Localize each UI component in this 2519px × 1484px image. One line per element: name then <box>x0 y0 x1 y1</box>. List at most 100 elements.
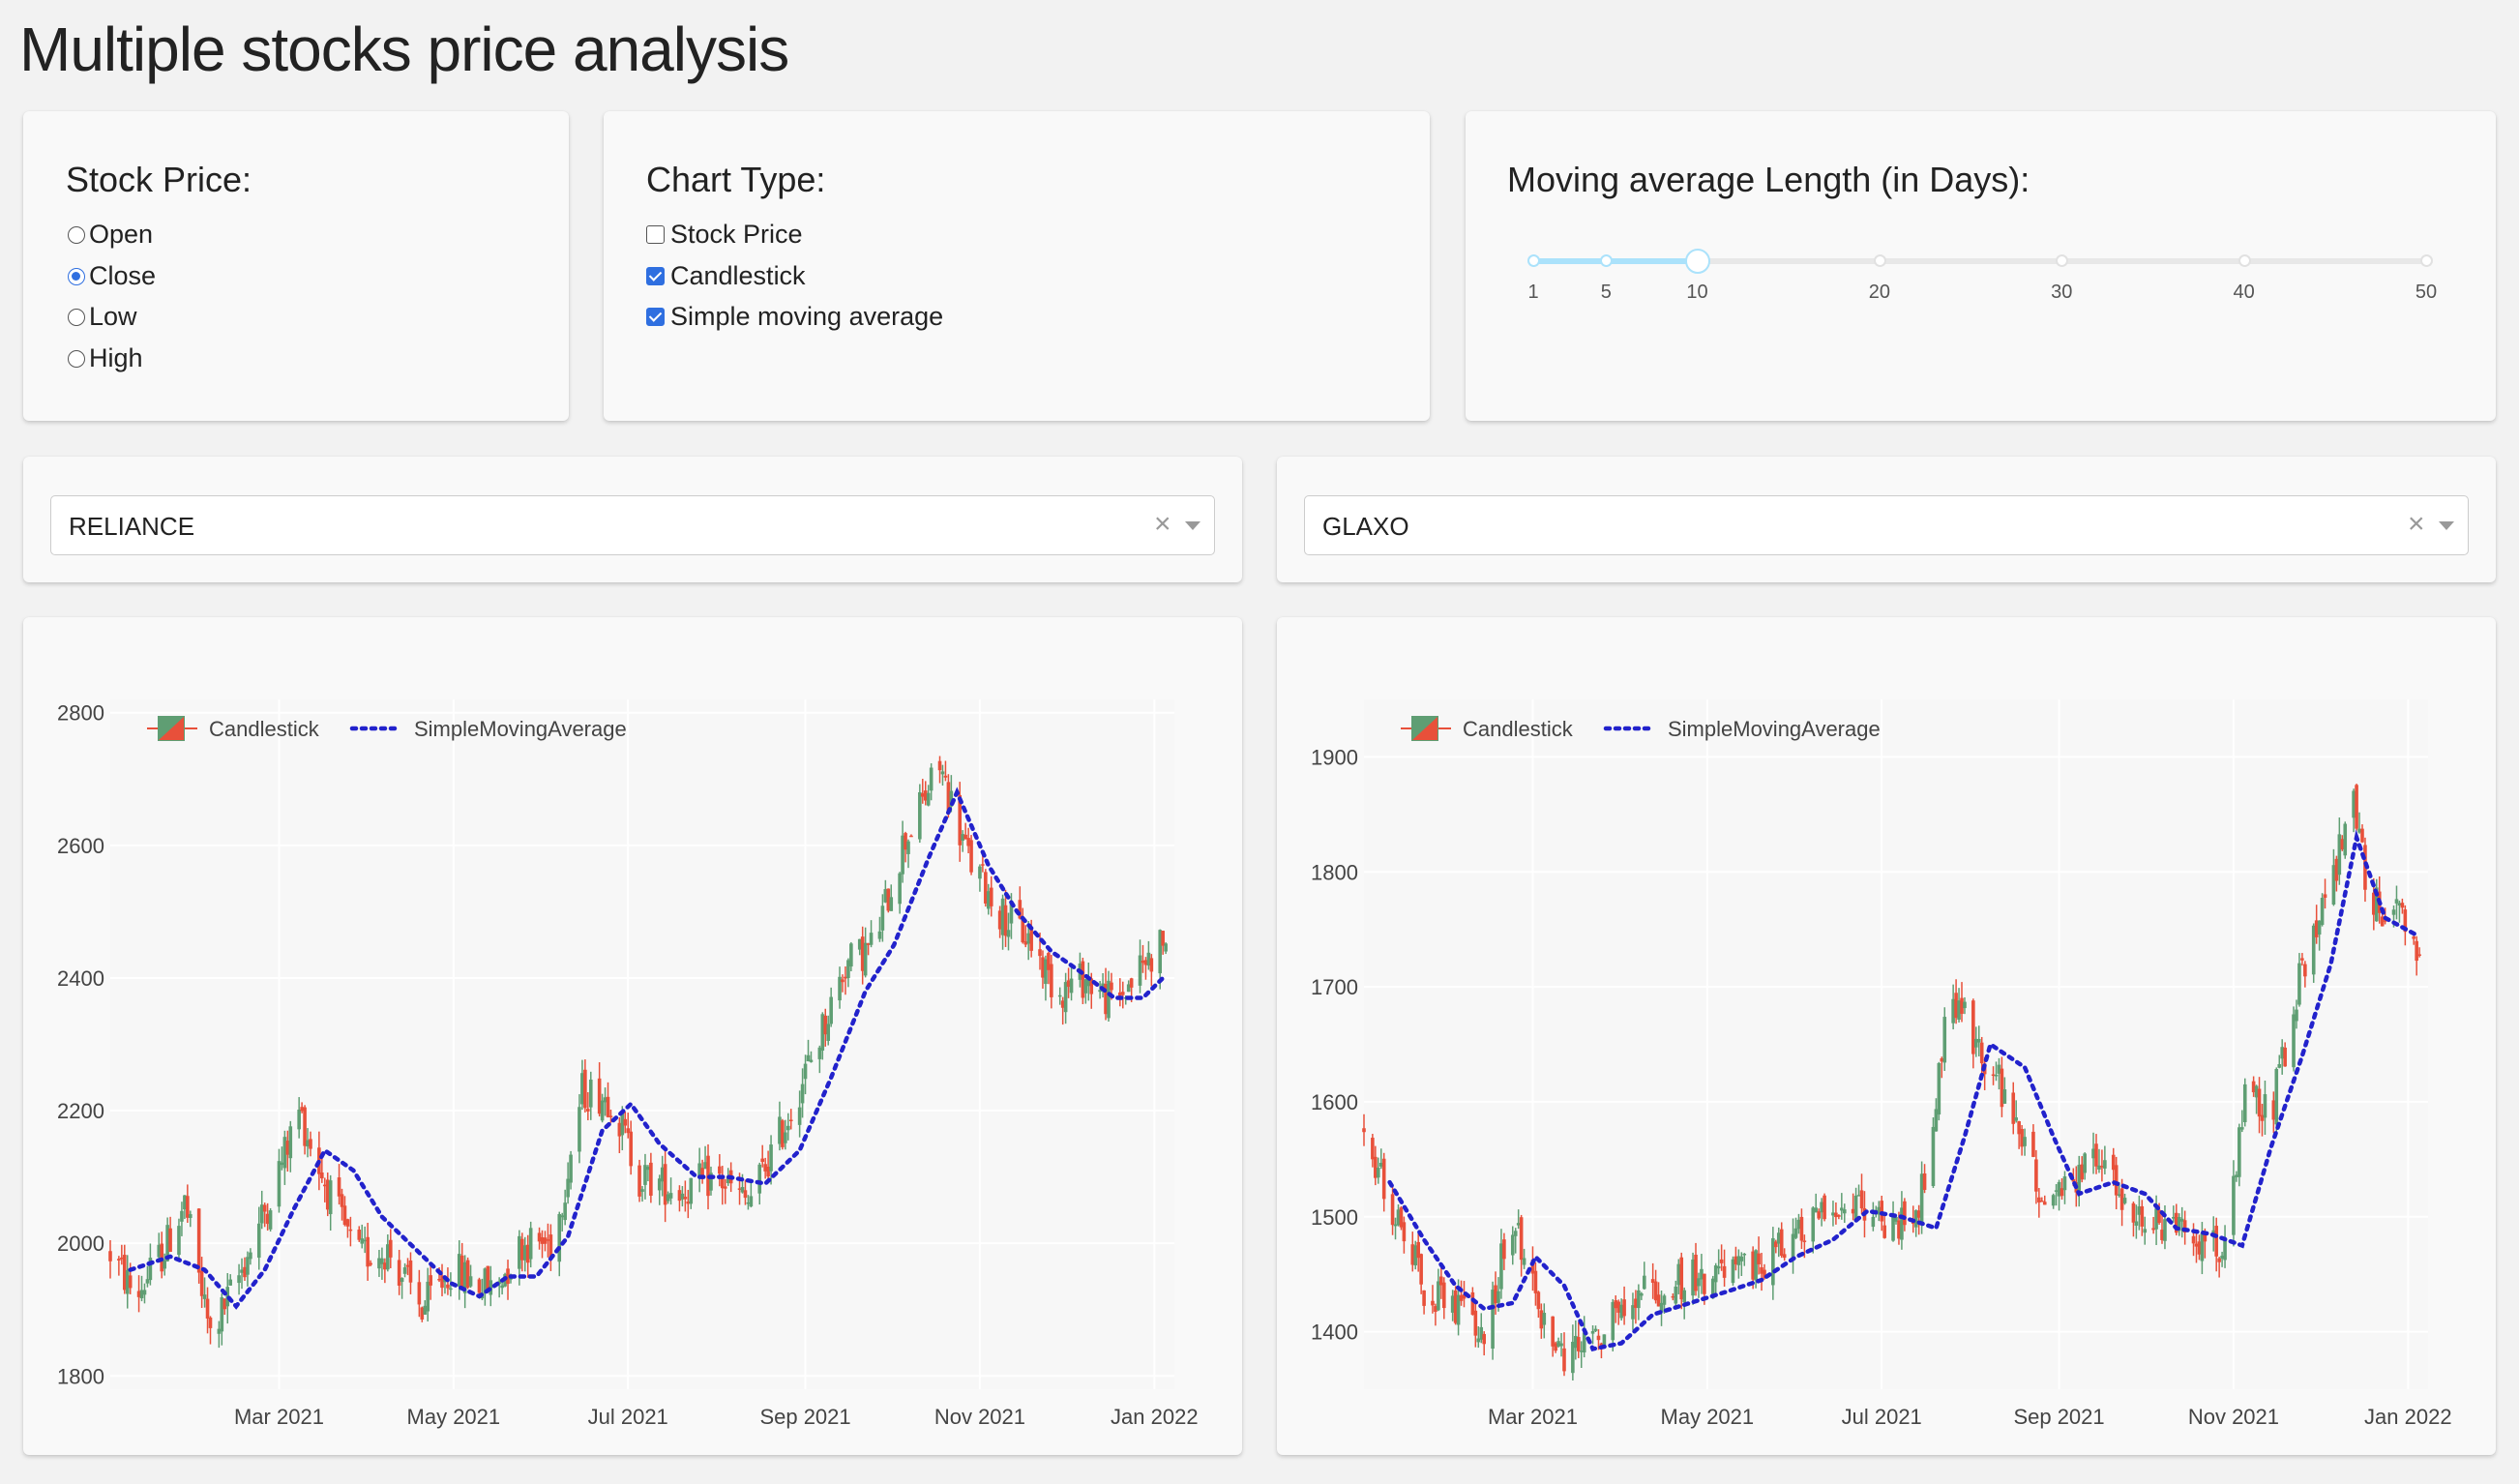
candle-increasing <box>1951 998 1955 1024</box>
candle-increasing <box>2091 1148 2095 1159</box>
candle-decreasing <box>1362 1128 1366 1133</box>
slider-rail[interactable] <box>1533 258 2426 264</box>
slider-mark-label[interactable]: 40 <box>2233 282 2255 303</box>
candle-increasing <box>2122 1198 2127 1203</box>
candle-decreasing <box>2020 1128 2024 1147</box>
candle-increasing <box>268 1210 273 1230</box>
candle-increasing <box>1942 1017 1947 1063</box>
x-tick-label: Jan 2022 <box>1111 1405 1199 1429</box>
candle-increasing <box>363 1239 367 1242</box>
y-tick-label: 1800 <box>57 1364 104 1388</box>
candle-increasing <box>462 1261 467 1293</box>
slider-handle[interactable] <box>1684 249 1710 274</box>
candle-increasing <box>2134 1221 2139 1226</box>
radio-open-circle[interactable] <box>68 225 85 244</box>
right-chevron-down-icon[interactable] <box>2439 521 2454 530</box>
slider-mark-dot[interactable] <box>2056 254 2069 267</box>
candle-increasing <box>1640 1293 1644 1296</box>
candle-increasing <box>139 1290 144 1299</box>
slider-mark-label[interactable]: 10 <box>1686 282 1708 303</box>
glaxo-candlestick-chart[interactable]: 1400 1500 1600 1700 1800 1900 Mar 2021 May 2021… <box>1277 617 2496 1455</box>
candle-decreasing <box>2017 1121 2021 1135</box>
candle-decreasing <box>904 833 907 850</box>
candle-increasing <box>1731 1259 1735 1284</box>
candle-increasing <box>1637 1290 1641 1309</box>
candle-decreasing <box>1143 960 1148 965</box>
slider-mark-dot[interactable] <box>1873 254 1886 267</box>
candle-decreasing <box>1616 1301 1620 1313</box>
candle-increasing <box>1574 1335 1578 1349</box>
candle-decreasing <box>1694 1254 1698 1291</box>
candle-decreasing <box>1703 1273 1706 1294</box>
candle-decreasing <box>1859 1190 1864 1209</box>
candle-decreasing <box>1536 1291 1541 1310</box>
candle-increasing <box>809 1059 814 1062</box>
candle-increasing <box>1456 1294 1461 1325</box>
slider-track[interactable] <box>1533 258 1698 264</box>
slider-mark-label[interactable]: 20 <box>1868 282 1891 303</box>
radio-high[interactable]: High <box>68 343 143 373</box>
candle-decreasing <box>1402 1222 1407 1242</box>
candle-decreasing <box>1129 978 1134 988</box>
moving-average-slider[interactable]: 1 5 10 20 30 40 50 <box>1466 111 2496 421</box>
stock-price-label: Stock Price: <box>66 160 252 199</box>
right-stock-dropdown[interactable]: GLAXO × <box>1304 495 2469 555</box>
checkbox-sma-label: Simple moving average <box>670 302 944 331</box>
candle-decreasing <box>1431 1300 1435 1306</box>
candle-decreasing <box>543 1237 548 1244</box>
radio-low-circle[interactable] <box>68 308 85 326</box>
candle-increasing <box>697 1163 701 1178</box>
candle-decreasing <box>984 872 988 904</box>
candle-increasing <box>1831 1212 1835 1216</box>
slider-mark-label[interactable]: 30 <box>2051 282 2073 303</box>
radio-high-circle[interactable] <box>68 349 85 368</box>
candle-increasing <box>259 1204 264 1224</box>
radio-open[interactable]: Open <box>68 220 153 250</box>
checkbox-sma-box[interactable] <box>646 308 665 326</box>
candle-decreasing <box>663 1164 667 1205</box>
candle-decreasing <box>2400 903 2405 908</box>
candle-increasing <box>2143 1229 2148 1233</box>
candle-decreasing <box>2203 1232 2208 1242</box>
candle-increasing <box>838 976 842 1001</box>
checkbox-sma[interactable]: Simple moving average <box>646 302 943 332</box>
checkbox-stock-price-box[interactable] <box>646 225 665 244</box>
candle-increasing <box>1742 1253 1747 1256</box>
checkbox-stock-price[interactable]: Stock Price <box>646 220 803 250</box>
candle-decreasing <box>325 1179 330 1210</box>
right-clear-icon[interactable]: × <box>2408 508 2425 540</box>
candle-increasing <box>2002 1089 2007 1104</box>
left-clear-icon[interactable]: × <box>1154 508 1171 540</box>
left-stock-dropdown[interactable]: RELIANCE × <box>50 495 1215 555</box>
candle-increasing <box>820 1014 825 1052</box>
stock-price-card: Stock Price: Open Close Low High <box>23 111 569 421</box>
checkbox-candlestick[interactable]: Candlestick <box>646 261 806 291</box>
reliance-candlestick-chart[interactable]: 1800 2000 2200 2400 2600 2800 Mar 2021 May 2021… <box>23 617 1242 1455</box>
candle-decreasing <box>1979 1042 1984 1064</box>
checkbox-candlestick-box[interactable] <box>646 267 665 285</box>
candle-decreasing <box>1903 1201 1907 1226</box>
candle-increasing <box>1378 1162 1383 1167</box>
slider-mark-label[interactable]: 5 <box>1600 282 1612 303</box>
slider-mark-dot[interactable] <box>1600 254 1614 267</box>
candle-increasing <box>1877 1206 1882 1215</box>
slider-mark-label[interactable]: 50 <box>2415 282 2438 303</box>
radio-close-circle[interactable] <box>68 267 85 285</box>
radio-close[interactable]: Close <box>68 261 156 291</box>
slider-mark-label[interactable]: 1 <box>1527 282 1539 303</box>
candle-decreasing <box>1066 980 1071 988</box>
candle-decreasing <box>2111 1154 2116 1171</box>
slider-mark-dot[interactable] <box>1527 254 1540 267</box>
candle-increasing <box>1754 1250 1758 1281</box>
candle-decreasing <box>677 1190 682 1202</box>
candle-increasing <box>1814 1207 1819 1213</box>
radio-low[interactable]: Low <box>68 302 137 332</box>
left-chevron-down-icon[interactable] <box>1185 521 1200 530</box>
candle-increasing <box>518 1235 521 1269</box>
slider-mark-dot[interactable] <box>2237 254 2251 267</box>
candle-increasing <box>918 791 922 840</box>
slider-mark-dot[interactable] <box>2420 254 2433 267</box>
candle-increasing <box>282 1137 287 1169</box>
candle-increasing <box>1871 1216 1876 1228</box>
candle-increasing <box>1793 1228 1798 1238</box>
